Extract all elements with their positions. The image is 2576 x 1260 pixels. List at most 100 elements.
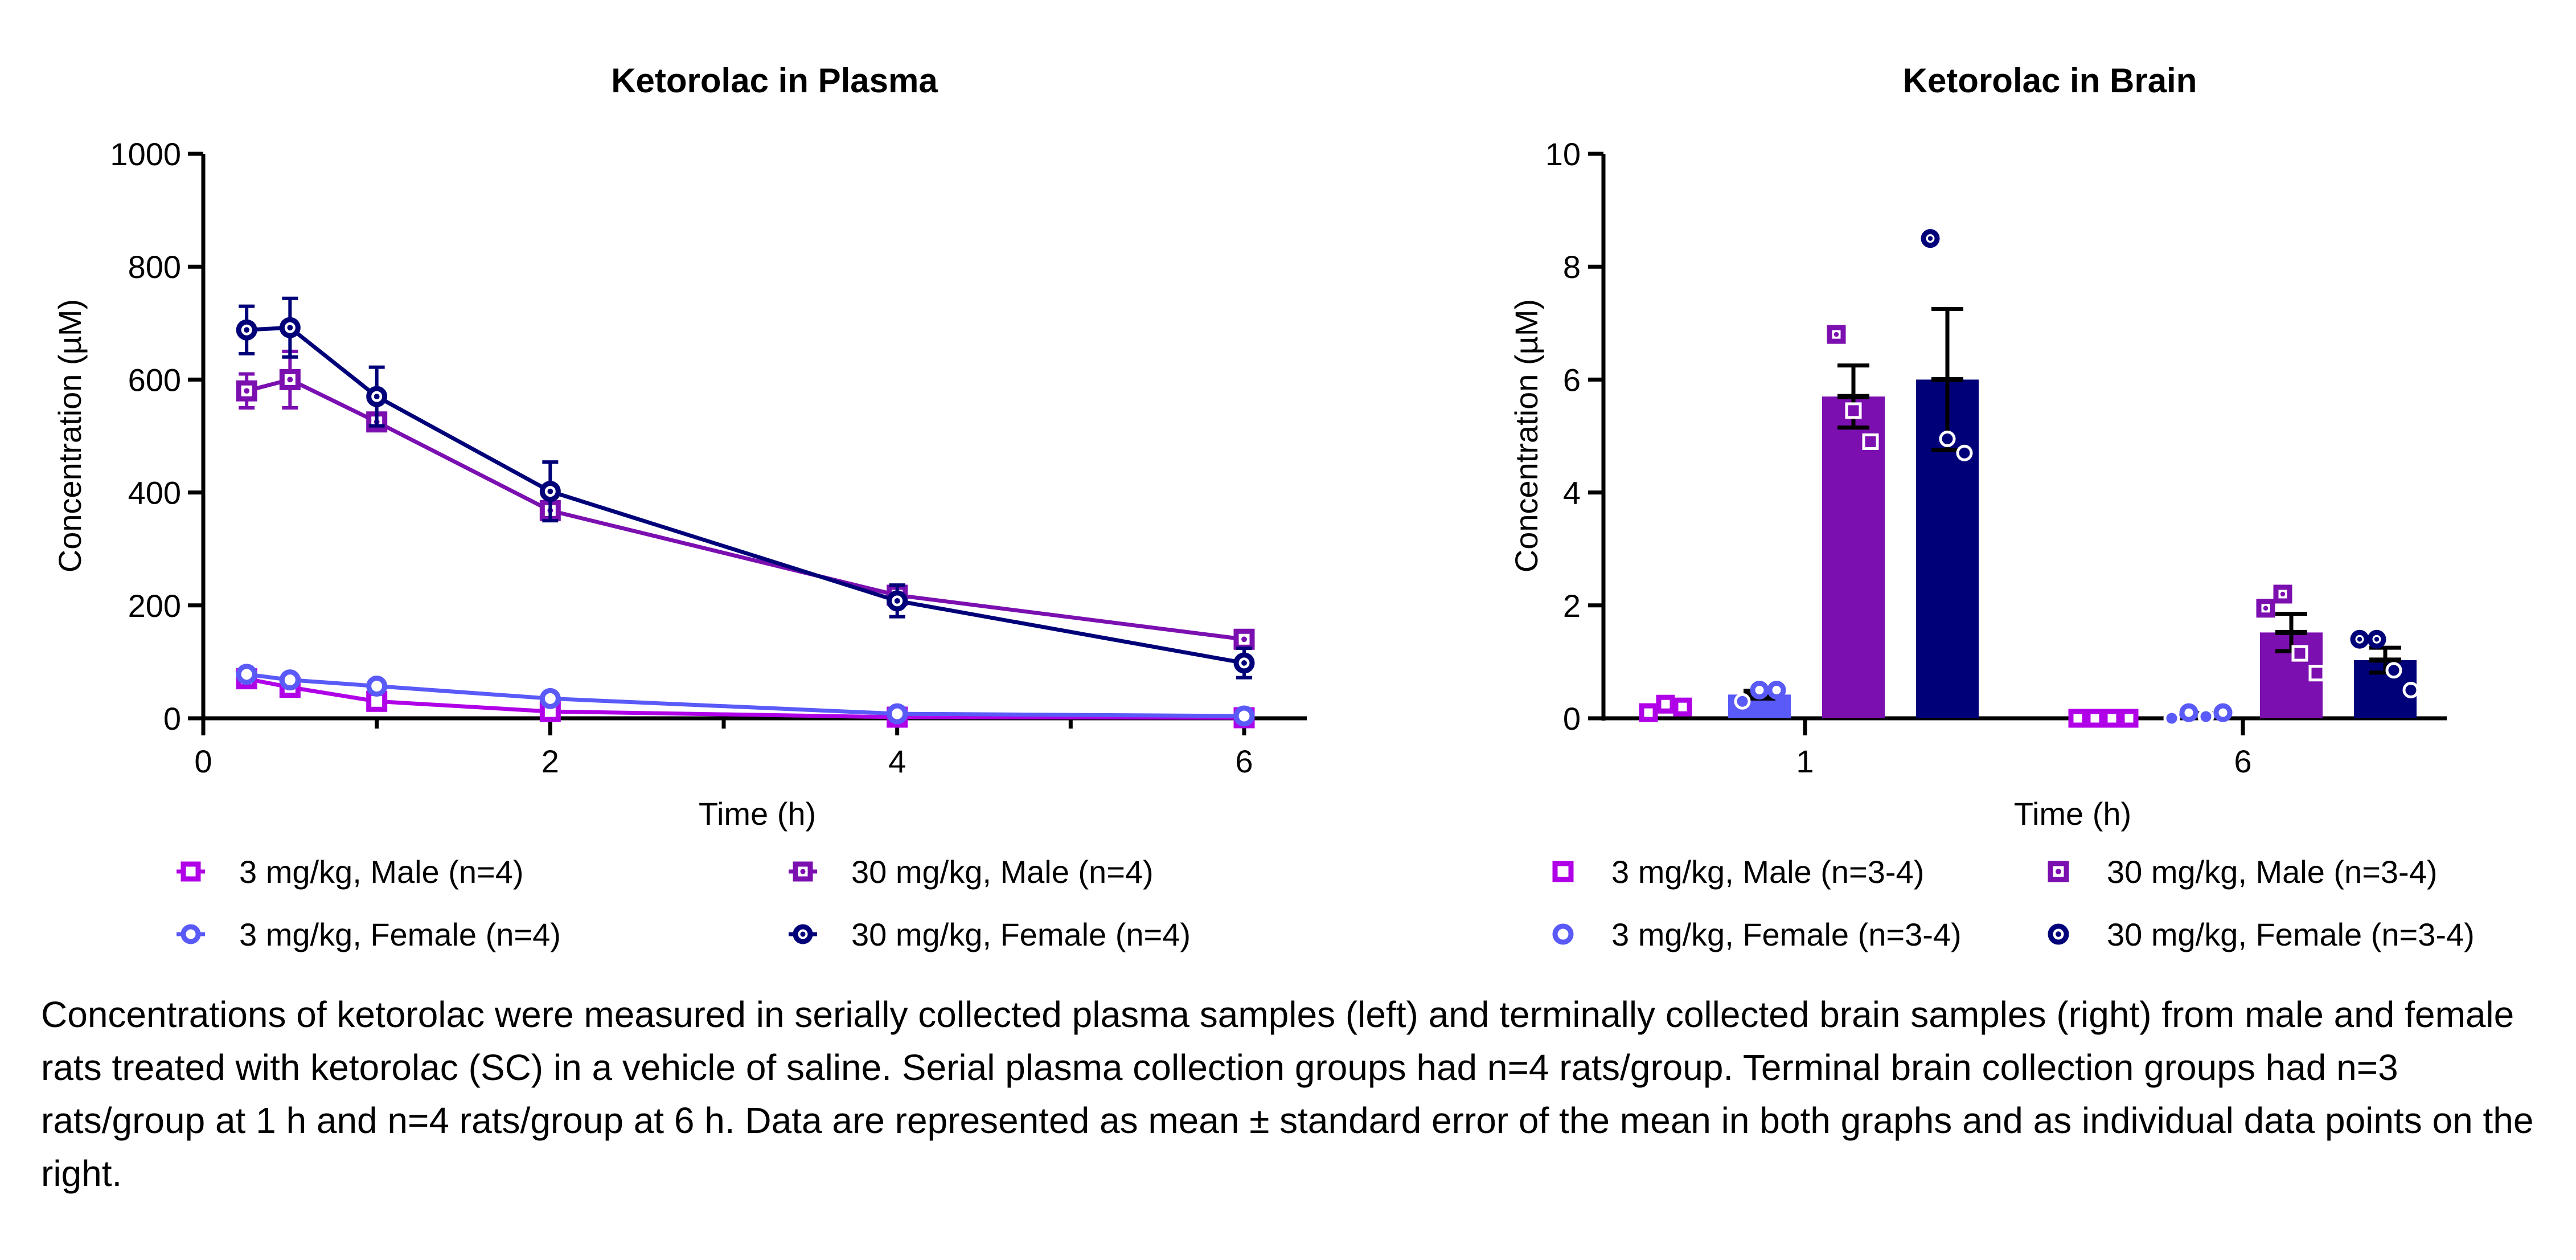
plasma-data-point-circle xyxy=(236,664,257,685)
brain-data-point-square xyxy=(2119,709,2139,728)
brain-y-axis-label: Concentration (µM) xyxy=(1508,299,1544,572)
plasma-data-point-dot xyxy=(1241,636,1247,643)
plasma-legend-marker-dot xyxy=(800,869,806,874)
plasma-chart-title: Ketorolac in Plasma xyxy=(611,62,938,100)
brain-data-point xyxy=(1656,694,1675,714)
plasma-data-point xyxy=(539,688,561,709)
plasma-legend-marker xyxy=(181,924,201,944)
brain-data-point-circle xyxy=(2179,703,2198,722)
brain-data-point-dot xyxy=(1927,236,1933,241)
plasma-data-point-dot xyxy=(374,394,380,400)
brain-data-point-circle xyxy=(1734,693,1751,710)
plasma-legend-marker xyxy=(793,924,813,944)
plasma-y-tick-label: 1000 xyxy=(110,136,181,172)
brain-data-point xyxy=(1921,229,1940,248)
brain-bar xyxy=(1822,396,1885,718)
brain-legend-label: 30 mg/kg, Female (n=3-4) xyxy=(2107,917,2475,952)
brain-x-axis-label: Time (h) xyxy=(2014,796,2131,832)
plasma-y-tick-label: 0 xyxy=(163,701,181,737)
plasma-data-point-dot xyxy=(547,488,553,494)
brain-data-point xyxy=(1827,325,1846,344)
brain-data-point-dot xyxy=(2357,637,2362,642)
brain-data-point-dot xyxy=(2263,606,2269,611)
brain-data-point xyxy=(2085,709,2105,728)
plasma-x-tick-label: 2 xyxy=(542,743,559,779)
brain-data-point xyxy=(1734,693,1751,710)
plasma-legend-marker xyxy=(793,861,813,882)
brain-data-point xyxy=(2068,709,2087,728)
brain-legend-marker-square xyxy=(1552,861,1574,882)
brain-y-tick-label: 0 xyxy=(1563,701,1581,737)
plasma-data-point xyxy=(887,703,908,725)
plasma-data-point-dot xyxy=(244,388,250,394)
brain-data-point-circle xyxy=(2213,703,2233,722)
plasma-x-axis-label: Time (h) xyxy=(699,796,816,832)
plasma-legend-label: 3 mg/kg, Male (n=4) xyxy=(239,854,524,890)
brain-data-point xyxy=(2163,710,2180,727)
brain-data-point-square xyxy=(2068,709,2087,728)
plasma-data-point xyxy=(279,317,301,338)
plasma-legend-marker xyxy=(181,861,201,882)
brain-y-tick-label: 4 xyxy=(1563,475,1581,511)
brain-data-point-square xyxy=(2273,584,2292,604)
brain-data-point xyxy=(1750,680,1769,699)
brain-data-point-square xyxy=(1673,697,1692,717)
plasma-data-point xyxy=(1233,705,1255,727)
plasma-data-point xyxy=(1233,652,1255,674)
brain-data-point-square xyxy=(1639,703,1658,722)
plasma-legend-label: 30 mg/kg, Male (n=4) xyxy=(851,854,1154,890)
plasma-y-tick-label: 200 xyxy=(128,588,181,624)
plasma-x-tick-label: 0 xyxy=(194,743,212,779)
plasma-legend-marker-dot xyxy=(800,931,806,937)
brain-data-point-square xyxy=(2291,645,2308,662)
brain-x-tick-label: 1 xyxy=(1796,743,1814,779)
brain-data-point-dot xyxy=(1833,332,1839,337)
brain-legend-marker xyxy=(1552,861,1574,882)
plasma-y-tick-label: 600 xyxy=(128,362,181,398)
brain-data-point-dot xyxy=(1868,439,1873,444)
brain-y-tick-label: 8 xyxy=(1563,249,1581,285)
brain-y-tick-label: 2 xyxy=(1563,588,1581,624)
brain-y-tick-label: 10 xyxy=(1545,136,1581,172)
plasma-data-point-circle xyxy=(887,703,908,725)
plasma-data-point-dot xyxy=(287,325,293,331)
plasma-data-point xyxy=(279,669,301,691)
plasma-data-point-dot xyxy=(287,377,293,383)
plasma-data-point xyxy=(236,664,257,685)
brain-data-point xyxy=(2273,584,2292,604)
plasma-series-line xyxy=(246,677,1245,720)
plasma-series-line xyxy=(246,377,1245,641)
plasma-data-point xyxy=(366,386,388,407)
brain-y-tick-label: 6 xyxy=(1563,362,1581,398)
plasma-data-point xyxy=(236,319,257,341)
brain-data-point-dot xyxy=(1945,436,1950,441)
brain-data-point xyxy=(1939,430,1956,447)
brain-data-point-dot xyxy=(2408,688,2414,693)
brain-chart-title: Ketorolac in Brain xyxy=(1903,62,2197,100)
plasma-data-point-circle xyxy=(366,676,388,697)
plasma-x-tick-label: 4 xyxy=(888,743,906,779)
plasma-data-point-circle xyxy=(1233,705,1255,727)
plasma-data-point-dot xyxy=(1241,660,1247,666)
brain-legend-label: 3 mg/kg, Male (n=3-4) xyxy=(1611,854,1924,890)
brain-data-point xyxy=(1862,433,1879,450)
brain-legend-marker-dot xyxy=(2056,869,2061,874)
plasma-data-point-circle xyxy=(279,669,301,691)
plasma-legend-label: 30 mg/kg, Female (n=4) xyxy=(851,917,1191,952)
plasma-data-point-dot xyxy=(244,327,250,333)
brain-legend-marker xyxy=(2048,923,2069,945)
brain-data-point xyxy=(2102,709,2122,728)
brain-data-point xyxy=(2256,599,2275,618)
brain-data-point xyxy=(2402,681,2419,698)
brain-legend-marker xyxy=(1552,923,1574,945)
plasma-data-point-square xyxy=(279,369,301,390)
plasma-x-tick-label: 6 xyxy=(1235,743,1253,779)
brain-data-point-circle xyxy=(1767,680,1786,699)
brain-legend-label: 30 mg/kg, Male (n=3-4) xyxy=(2107,854,2437,890)
brain-data-point-dot xyxy=(2391,668,2397,673)
plasma-data-point xyxy=(366,676,388,697)
brain-data-point xyxy=(2308,665,2325,682)
brain-data-point-dot xyxy=(2280,591,2286,597)
brain-data-point xyxy=(2179,703,2198,722)
brain-legend-marker-dot xyxy=(2056,931,2061,937)
